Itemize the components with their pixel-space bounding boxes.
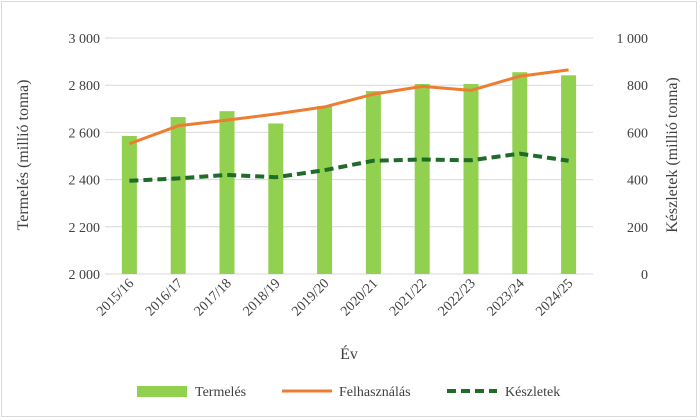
left-tick-label: 2 600	[69, 126, 101, 141]
right-tick-label: 1 000	[617, 32, 649, 47]
bar-2018/19	[268, 123, 284, 274]
bar-2022/23	[463, 84, 479, 275]
left-tick-label: 3 000	[69, 32, 101, 47]
bar-2023/24	[512, 72, 528, 274]
x-axis-title: Év	[340, 344, 358, 363]
left-tick-label: 2 400	[69, 174, 101, 189]
legend: Termelés Felhasználás Készletek	[137, 385, 560, 400]
left-axis-title: Termelés (millió tonna)	[15, 80, 32, 231]
bar-2024/25	[561, 75, 577, 275]
line-felhasznalas	[128, 68, 569, 146]
legend-swatch-termeles	[137, 386, 187, 397]
x-tick-label: 2018/19	[241, 276, 284, 319]
right-tick-label: 0	[641, 268, 648, 283]
x-tick-label: 2022/23	[436, 276, 479, 319]
left-tick-label: 2 800	[69, 79, 101, 94]
x-tick-label: 2015/16	[94, 276, 137, 319]
right-tick-label: 800	[627, 79, 648, 94]
x-tick-label: 2019/20	[289, 276, 332, 319]
series-lines	[128, 68, 569, 183]
line-keszletek	[129, 151, 569, 183]
x-tick-label: 2021/22	[387, 276, 430, 319]
right-axis-ticks: 0 200 400 600 800 1 000	[617, 32, 649, 283]
x-axis-ticks: 2015/16 2016/17 2017/18 2018/19 2019/20 2020/…	[94, 276, 576, 319]
x-tick-label: 2017/18	[192, 276, 235, 319]
legend-label-felhasznalas: Felhasználás	[339, 385, 411, 400]
production-bars	[121, 72, 577, 275]
bar-2019/20	[317, 105, 333, 274]
left-tick-label: 2 200	[69, 221, 101, 236]
x-tick-label: 2023/24	[485, 276, 528, 319]
legend-label-termeles: Termelés	[195, 385, 246, 400]
bar-2020/21	[365, 91, 381, 274]
bar-2015/16	[121, 135, 137, 274]
right-tick-label: 400	[627, 174, 648, 189]
bar-2021/22	[414, 84, 430, 275]
right-axis-title: Készletek (millió tonna)	[664, 77, 681, 233]
left-tick-label: 2 000	[69, 268, 101, 283]
bar-2016/17	[170, 117, 186, 274]
x-tick-label: 2020/21	[338, 276, 381, 319]
right-tick-label: 600	[627, 126, 648, 141]
right-tick-label: 200	[627, 221, 648, 236]
legend-label-keszletek: Készletek	[505, 385, 560, 400]
bar-2017/18	[219, 111, 235, 274]
left-axis-ticks: 2 000 2 200 2 400 2 600 2 800 3 000	[69, 32, 101, 283]
x-tick-label: 2016/17	[143, 276, 186, 319]
x-tick-label: 2024/25	[533, 276, 576, 319]
